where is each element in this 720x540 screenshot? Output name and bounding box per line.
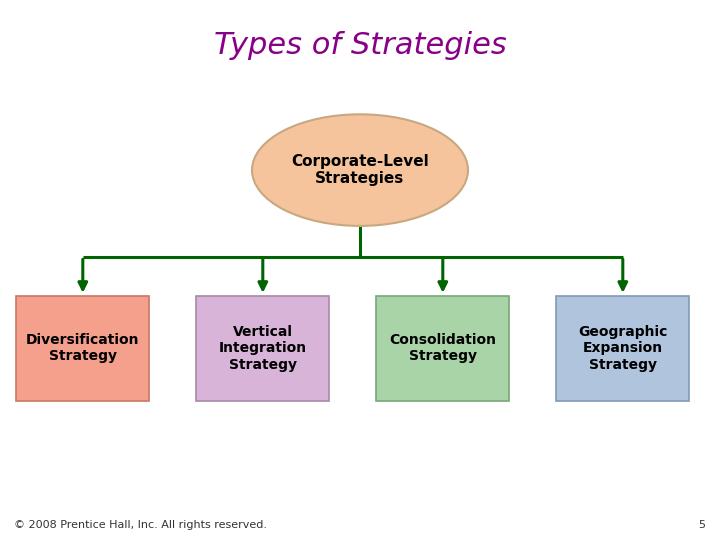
Text: Diversification
Strategy: Diversification Strategy xyxy=(26,333,140,363)
FancyBboxPatch shape xyxy=(376,296,510,401)
Text: © 2008 Prentice Hall, Inc. All rights reserved.: © 2008 Prentice Hall, Inc. All rights re… xyxy=(14,520,267,530)
Text: Corporate-Level
Strategies: Corporate-Level Strategies xyxy=(291,154,429,186)
Text: 5: 5 xyxy=(698,520,706,530)
FancyBboxPatch shape xyxy=(17,296,150,401)
Text: Geographic
Expansion
Strategy: Geographic Expansion Strategy xyxy=(578,325,667,372)
Text: Consolidation
Strategy: Consolidation Strategy xyxy=(390,333,496,363)
FancyBboxPatch shape xyxy=(556,296,690,401)
FancyBboxPatch shape xyxy=(196,296,329,401)
Text: Vertical
Integration
Strategy: Vertical Integration Strategy xyxy=(219,325,307,372)
Text: Types of Strategies: Types of Strategies xyxy=(214,31,506,60)
Ellipse shape xyxy=(252,114,468,226)
